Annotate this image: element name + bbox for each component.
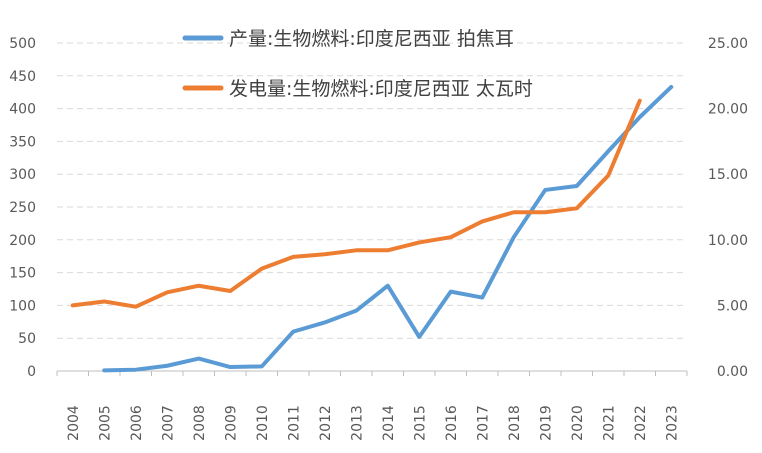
y-right-tick-label: 25.00 bbox=[708, 36, 748, 52]
data-point bbox=[449, 290, 453, 294]
x-tick-label: 2014 bbox=[381, 405, 397, 441]
data-point bbox=[638, 115, 642, 119]
data-point bbox=[102, 299, 106, 303]
data-point bbox=[323, 320, 327, 324]
x-tick-label: 2005 bbox=[97, 405, 113, 441]
y-left-tick-label: 350 bbox=[9, 134, 36, 150]
x-tick-label: 2011 bbox=[286, 405, 302, 441]
y-left-tick-label: 100 bbox=[9, 298, 36, 314]
series-line-1 bbox=[102, 84, 674, 373]
data-point bbox=[575, 206, 579, 210]
x-tick-label: 2013 bbox=[349, 405, 365, 441]
data-point bbox=[512, 210, 516, 214]
data-point bbox=[543, 188, 547, 192]
data-point bbox=[669, 85, 673, 89]
x-tick-label: 2015 bbox=[412, 405, 428, 441]
data-point bbox=[323, 252, 327, 256]
data-point bbox=[71, 303, 75, 307]
x-tick-label: 2022 bbox=[633, 405, 649, 441]
data-point bbox=[386, 248, 390, 252]
series-layer bbox=[70, 84, 674, 373]
data-point bbox=[449, 235, 453, 239]
data-point bbox=[291, 330, 295, 334]
x-tick-label: 2004 bbox=[66, 405, 82, 441]
y-right-tick-label: 20.00 bbox=[708, 102, 748, 118]
x-tick-label: 2006 bbox=[129, 405, 145, 441]
data-point bbox=[480, 296, 484, 300]
x-tick-label: 2010 bbox=[255, 405, 271, 441]
series-line-2 bbox=[70, 98, 642, 309]
data-point bbox=[417, 335, 421, 339]
legend-label-2: 发电量:生物燃料:印度尼西亚 太瓦时 bbox=[229, 78, 533, 100]
data-point bbox=[480, 219, 484, 223]
data-point bbox=[197, 284, 201, 288]
y-left-tick-label: 150 bbox=[9, 266, 36, 282]
y-left-tick-label: 250 bbox=[9, 200, 36, 216]
x-tick-label: 2021 bbox=[601, 405, 617, 441]
data-point bbox=[386, 284, 390, 288]
y-left-tick-label: 450 bbox=[9, 69, 36, 85]
y-left-tick-label: 50 bbox=[18, 331, 36, 347]
data-point bbox=[260, 267, 264, 271]
data-point bbox=[134, 368, 138, 372]
y-left-tick-label: 500 bbox=[9, 36, 36, 52]
grid-layer bbox=[57, 42, 687, 339]
data-point bbox=[354, 309, 358, 313]
data-point bbox=[102, 368, 106, 372]
y-left-tick-label: 400 bbox=[9, 102, 36, 118]
y-left-tick-label: 0 bbox=[27, 364, 36, 380]
data-point bbox=[638, 99, 642, 103]
data-point bbox=[417, 240, 421, 244]
y-right-tick-label: 10.00 bbox=[708, 233, 748, 249]
x-tick-label: 2012 bbox=[318, 405, 334, 441]
data-point bbox=[606, 174, 610, 178]
x-tick-label: 2007 bbox=[160, 405, 176, 441]
data-point bbox=[228, 365, 232, 369]
x-tick-label: 2009 bbox=[223, 405, 239, 441]
x-tick-label: 2023 bbox=[664, 405, 680, 441]
data-point bbox=[134, 305, 138, 309]
data-point bbox=[291, 255, 295, 259]
x-tick-label: 2017 bbox=[475, 405, 491, 441]
x-tick-label: 2018 bbox=[507, 405, 523, 441]
legend-label-1: 产量:生物燃料:印度尼西亚 拍焦耳 bbox=[229, 28, 514, 50]
x-tick-label: 2016 bbox=[444, 405, 460, 441]
data-point bbox=[543, 210, 547, 214]
data-point bbox=[512, 235, 516, 239]
y-left-tick-label: 300 bbox=[9, 167, 36, 183]
data-point bbox=[575, 184, 579, 188]
data-point bbox=[354, 248, 358, 252]
x-tick-label: 2019 bbox=[538, 405, 554, 441]
y-right-tick-label: 0.00 bbox=[717, 364, 748, 380]
x-tick-label: 2020 bbox=[570, 405, 586, 441]
y-right-tick-label: 15.00 bbox=[708, 167, 748, 183]
data-point bbox=[165, 290, 169, 294]
data-point bbox=[260, 364, 264, 368]
data-point bbox=[606, 149, 610, 153]
data-point bbox=[165, 364, 169, 368]
data-point bbox=[197, 357, 201, 361]
data-point bbox=[228, 289, 232, 293]
x-tick-label: 2008 bbox=[192, 405, 208, 441]
axis-layer: 0 50 100 150 200 250 300 350 400 450 500 0.00 5.00 10… bbox=[9, 36, 748, 441]
y-right-tick-label: 5.00 bbox=[717, 298, 748, 314]
y-left-tick-label: 200 bbox=[9, 233, 36, 249]
